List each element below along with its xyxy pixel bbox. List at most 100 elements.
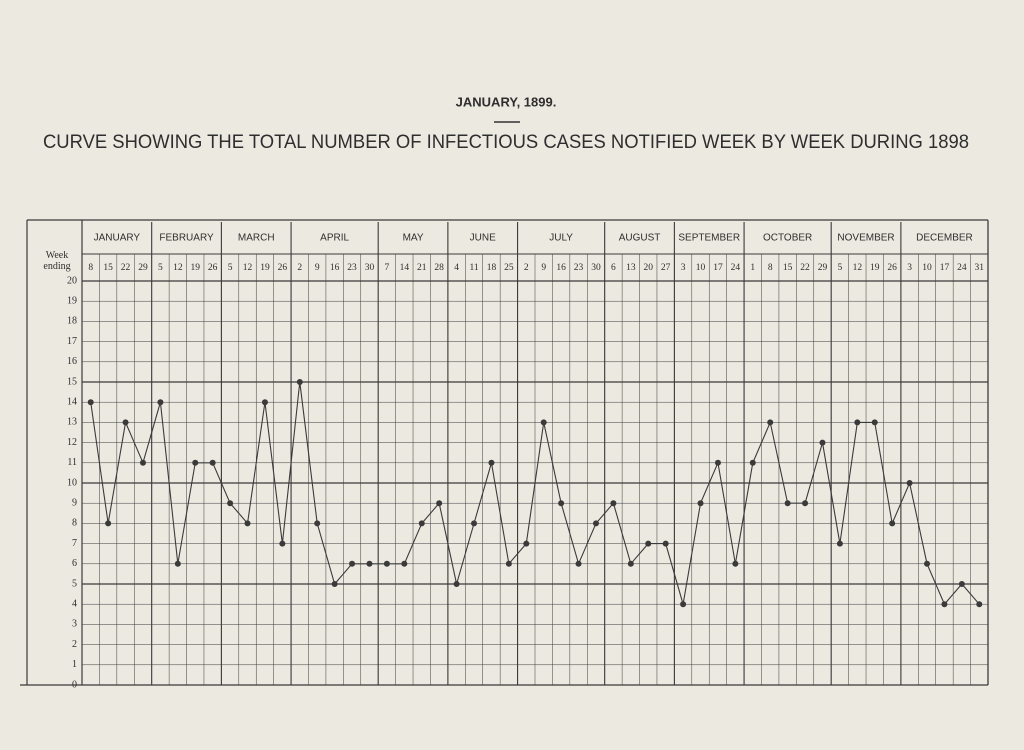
x-tick-label: 9 [541,263,546,273]
x-tick-label: 24 [731,263,741,273]
x-tick-label: 14 [400,263,410,273]
month-label: FEBRUARY [159,233,214,244]
point [453,581,460,587]
point [906,480,913,486]
point [854,419,861,426]
point [680,601,687,608]
month-label: OCTOBER [763,233,812,244]
x-tick-label: 17 [940,263,950,273]
point [314,520,321,527]
header: JANUARY, 1899. [456,94,557,109]
x-tick-label: 12 [243,263,253,273]
x-tick-label: 24 [957,263,967,273]
curve [90,381,980,606]
y-tick-label: 19 [67,295,77,306]
point [122,419,129,426]
x-tick-label: 3 [681,263,686,273]
x-tick-label: 4 [454,263,459,273]
y-tick-label: 9 [72,497,77,508]
point [592,520,599,527]
month-label: APRIL [320,233,349,244]
x-tick-label: 5 [838,263,843,273]
point [174,560,181,567]
x-tick-label: 11 [469,263,478,273]
point [331,581,338,587]
y-tick-label: 4 [72,598,77,609]
x-tick-label: 29 [138,263,148,273]
point [575,560,582,567]
y-tick-label: 5 [72,578,77,589]
x-tick-label: 26 [887,263,897,273]
x-tick-label: 27 [661,263,671,273]
y-tick-label: 3 [72,619,77,630]
x-tick-label: 7 [385,263,390,273]
point [279,540,286,547]
x-tick-label: 23 [574,263,584,273]
x-tick-label: 22 [800,263,810,273]
x-tick-label: 29 [818,263,828,273]
point [749,459,756,466]
month-label: JULY [549,233,573,244]
y-tick-label: 12 [67,437,77,448]
month-label: MARCH [238,233,275,244]
x-tick-label: 5 [158,263,163,273]
point [261,399,268,406]
x-tick-label: 19 [191,263,201,273]
y-tick-label: 14 [67,396,77,407]
point [958,581,965,587]
x-tick-label: 17 [713,263,723,273]
point [349,560,356,567]
x-tick-label: 10 [696,263,706,273]
point [871,419,878,426]
point [662,540,669,547]
point [802,500,809,507]
y-tick-label: 7 [72,538,77,549]
point [540,419,547,426]
point [488,459,495,466]
point [610,500,617,507]
month-label: JUNE [470,233,496,244]
point [366,560,373,567]
x-tick-label: 30 [365,263,375,273]
month-label: AUGUST [619,233,661,244]
point [784,500,791,507]
point [836,540,843,547]
x-tick-label: 20 [644,263,654,273]
x-tick-label: 25 [504,263,514,273]
x-tick-label: 13 [626,263,636,273]
point [645,540,652,547]
point [401,560,408,567]
x-tick-label: 26 [278,263,288,273]
point [941,601,948,608]
x-tick-label: 19 [260,263,270,273]
x-tick-label: 23 [347,263,357,273]
point [105,520,112,527]
y-tick-label: 16 [67,356,77,367]
point [157,399,164,406]
month-label: MAY [403,233,424,244]
point [924,560,931,567]
point [523,540,530,547]
x-tick-label: 1 [750,263,755,273]
point [697,500,704,507]
month-label: JANUARY [94,233,141,244]
point [471,520,478,527]
x-tick-label: 8 [768,263,773,273]
x-tick-label: 6 [611,263,616,273]
point [767,419,774,426]
x-tick-label: 2 [524,263,529,273]
point [505,560,512,567]
point [192,459,199,466]
point [418,520,425,527]
x-tick-label: 21 [417,263,427,273]
month-label: NOVEMBER [837,233,894,244]
point [627,560,634,567]
chart-title: CURVE SHOWING THE TOTAL NUMBER OF INFECT… [43,132,969,153]
x-tick-label: 2 [297,263,302,273]
x-tick-label: 19 [870,263,880,273]
y-tick-label: 13 [67,417,77,428]
x-tick-label: 28 [434,263,444,273]
x-tick-label: 31 [975,263,985,273]
point [87,399,94,406]
x-tick-label: 26 [208,263,218,273]
